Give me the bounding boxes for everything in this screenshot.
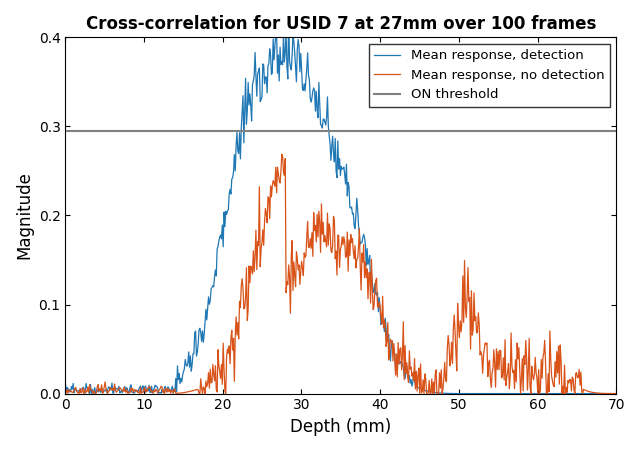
Mean response, detection <box>456 391 463 396</box>
Mean response, detection <box>228 176 236 182</box>
X-axis label: Depth (mm): Depth (mm) <box>290 418 392 436</box>
Legend: Mean response, detection, Mean response, no detection, ON threshold: Mean response, detection, Mean response,… <box>369 44 610 107</box>
Mean response, detection <box>612 391 620 396</box>
Mean response, no detection <box>466 295 474 300</box>
Mean response, no detection <box>61 389 69 395</box>
Mean response, no detection <box>78 389 86 395</box>
Y-axis label: Magnitude: Magnitude <box>15 171 33 259</box>
Mean response, detection <box>220 244 227 249</box>
Mean response, no detection <box>612 391 620 396</box>
Mean response, detection <box>78 387 86 392</box>
Mean response, detection <box>466 391 474 396</box>
ON threshold <box>61 128 69 133</box>
ON threshold <box>70 128 77 133</box>
Title: Cross-correlation for USID 7 at 27mm over 100 frames: Cross-correlation for USID 7 at 27mm ove… <box>86 15 596 33</box>
Line: Mean response, detection: Mean response, detection <box>65 16 616 394</box>
Mean response, detection <box>385 332 392 337</box>
Mean response, no detection <box>220 366 228 372</box>
Line: Mean response, no detection: Mean response, no detection <box>65 154 616 394</box>
Mean response, no detection <box>278 152 285 157</box>
Mean response, detection <box>285 13 292 18</box>
Mean response, no detection <box>195 391 203 396</box>
Mean response, detection <box>113 386 121 391</box>
Mean response, no detection <box>386 351 394 357</box>
Mean response, no detection <box>113 388 121 394</box>
Mean response, no detection <box>229 347 237 353</box>
Mean response, detection <box>61 380 69 385</box>
